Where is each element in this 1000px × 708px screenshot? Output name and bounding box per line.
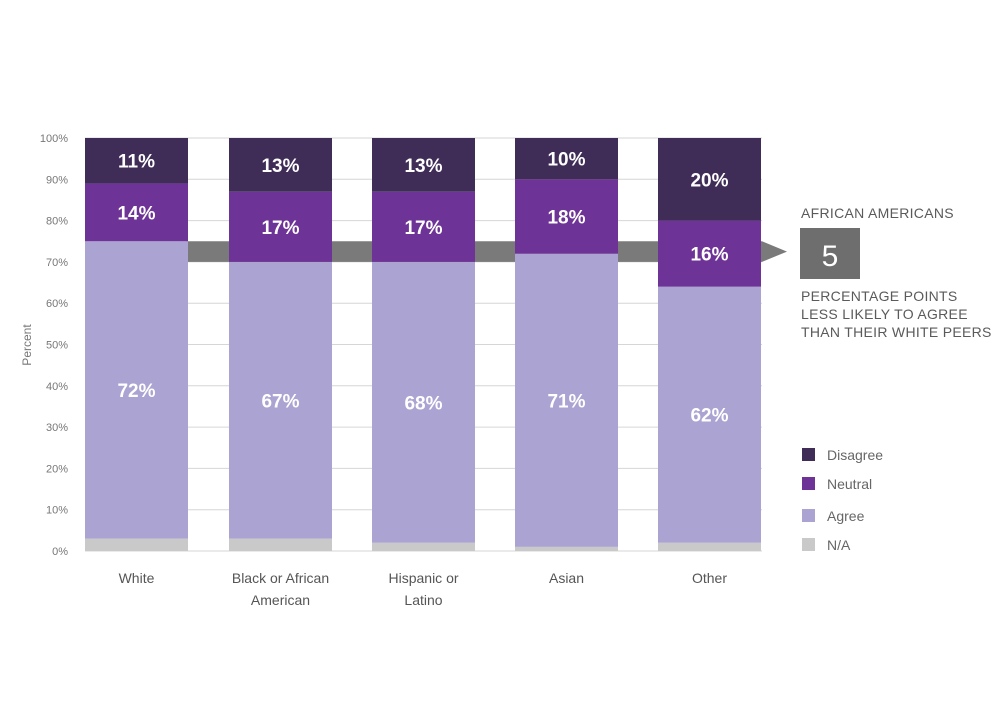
bar-segment-neutral	[372, 191, 475, 262]
bar-segment-neutral	[229, 191, 332, 262]
callout-value: 5	[822, 240, 839, 273]
callout-text-line: LESS LIKELY TO AGREE	[801, 306, 968, 322]
bar-segment-disagree	[229, 138, 332, 192]
x-category-label: Black or African	[232, 570, 329, 586]
bar-segment-agree	[658, 286, 761, 543]
data-label: 20%	[690, 170, 728, 191]
bar-segment-agree	[85, 241, 188, 539]
x-category-label: Asian	[549, 570, 584, 586]
data-label: 13%	[261, 156, 299, 177]
y-tick-label: 30%	[46, 422, 68, 434]
bar-segment-disagree	[658, 138, 761, 221]
bar-segment-na	[658, 542, 761, 551]
bar-segment-disagree	[515, 138, 618, 180]
bar-segment-neutral	[515, 179, 618, 254]
legend-label: Disagree	[827, 447, 883, 463]
x-category-label: Hispanic or	[388, 570, 458, 586]
data-label: 18%	[547, 207, 585, 228]
bar-segment-disagree	[372, 138, 475, 192]
data-label: 16%	[690, 245, 728, 266]
data-label: 11%	[118, 152, 155, 173]
legend-label: Neutral	[827, 476, 872, 492]
y-tick-label: 60%	[46, 298, 68, 310]
bar-segment-agree	[229, 261, 332, 539]
x-category-label: Latino	[404, 592, 442, 608]
y-tick-label: 50%	[46, 340, 68, 352]
callout-text-line: THAN THEIR WHITE PEERS	[801, 324, 992, 340]
data-label: 13%	[404, 156, 442, 177]
y-tick-label: 10%	[46, 505, 68, 517]
data-label: 62%	[690, 406, 728, 427]
y-tick-label: 90%	[46, 174, 68, 186]
callout-text-line: PERCENTAGE POINTS	[801, 288, 958, 304]
callout-heading: AFRICAN AMERICANS	[801, 205, 954, 221]
legend-swatch	[802, 509, 815, 522]
y-tick-label: 70%	[46, 257, 68, 269]
data-label: 67%	[261, 391, 299, 412]
bar-segment-na	[372, 542, 475, 551]
data-label: 10%	[547, 150, 585, 171]
bar-segment-neutral	[85, 183, 188, 242]
legend-label: Agree	[827, 508, 865, 524]
legend-swatch	[802, 477, 815, 490]
legend-label: N/A	[827, 537, 851, 553]
bar-segment-na	[229, 538, 332, 551]
x-category-label: Other	[692, 570, 727, 586]
data-label: 17%	[261, 218, 299, 239]
y-tick-label: 80%	[46, 216, 68, 228]
x-category-label: American	[251, 592, 310, 608]
y-tick-label: 100%	[40, 133, 68, 145]
y-tick-label: 40%	[46, 381, 68, 393]
bar-segment-disagree	[85, 138, 188, 184]
data-label: 71%	[547, 391, 585, 412]
legend-swatch	[802, 448, 815, 461]
y-tick-label: 20%	[46, 463, 68, 475]
bar-segment-na	[515, 546, 618, 551]
callout-value-box	[800, 228, 860, 279]
x-category-label: White	[119, 570, 155, 586]
y-tick-label: 0%	[52, 546, 68, 558]
bar-segment-na	[85, 538, 188, 551]
y-axis-title: Percent	[20, 324, 34, 366]
data-label: 72%	[117, 381, 155, 402]
data-label: 17%	[404, 218, 442, 239]
data-label: 14%	[117, 203, 155, 224]
legend-swatch	[802, 538, 815, 551]
bar-segment-agree	[372, 261, 475, 543]
comparison-arrowhead	[762, 241, 787, 262]
bar-segment-neutral	[658, 220, 761, 287]
bar-segment-agree	[515, 253, 618, 547]
data-label: 68%	[404, 393, 442, 414]
